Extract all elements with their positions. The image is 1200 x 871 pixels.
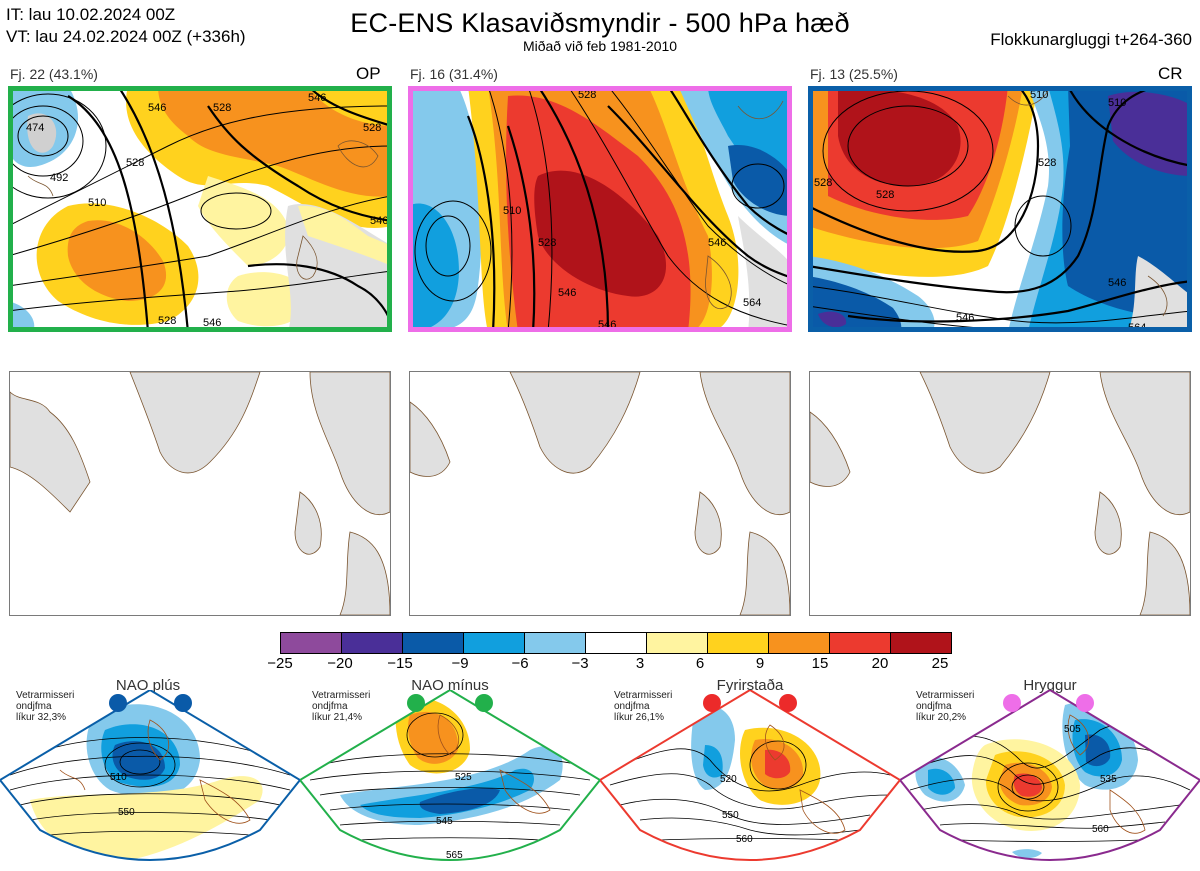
regime-dot	[1003, 694, 1021, 712]
colorbar-tick: −20	[327, 655, 353, 672]
contour-label: 546	[708, 237, 726, 249]
contour-label: 550	[118, 807, 135, 818]
colorbar-swatch	[403, 633, 464, 653]
contour-label: 510	[110, 772, 127, 783]
regime-3-name: Fyrirstaða	[716, 677, 784, 694]
contour-label: 560	[1092, 824, 1109, 835]
cluster-map-1: 474 492 510 528 528 546 546 546 528 528 …	[8, 86, 392, 332]
colorbar-ticks: −25 −20 −15 −9 −6 −3 3 6 9 15 20 25	[0, 655, 1200, 677]
colorbar-swatch	[525, 633, 586, 653]
regime-dot	[109, 694, 127, 712]
contour-label: 550	[722, 810, 739, 821]
contour-label: 560	[736, 834, 753, 845]
contour-label: 545	[436, 816, 453, 827]
contour-label: 528	[876, 189, 894, 201]
regime-4-name: Hryggur	[1023, 677, 1077, 694]
contour-label: 528	[363, 122, 381, 134]
contour-label: 528	[578, 89, 596, 101]
contour-label: 546	[148, 102, 166, 114]
regime-4-info: Vetrarmisseri ondjfma líkur 20,2%	[916, 690, 975, 723]
regime-1-name: NAO plús	[115, 677, 181, 694]
contour-label: 564	[743, 297, 761, 309]
contour-label: 528	[538, 237, 556, 249]
contour-label: 510	[503, 205, 521, 217]
contour-label: 510	[1108, 97, 1126, 109]
contour-label: 520	[720, 774, 737, 785]
panel-1-label: Fj. 22 (43.1%)	[10, 66, 98, 82]
regime-map-ridge: 505 535 560	[900, 690, 1200, 871]
colorbar-tick: 25	[931, 655, 949, 672]
colorbar-tick: 3	[635, 655, 645, 672]
cluster-map-3: 510 528 510 528 528 546 546 564	[808, 86, 1192, 332]
colorbar-tick: −9	[451, 655, 469, 672]
colorbar-tick: −3	[571, 655, 589, 672]
contour-label: 474	[26, 122, 44, 134]
colorbar-swatch	[342, 633, 403, 653]
classification-window: Flokkunargluggi t+264-360	[990, 30, 1192, 49]
regime-dot	[407, 694, 425, 712]
contour-label: 492	[50, 172, 68, 184]
colorbar-swatch	[586, 633, 647, 653]
colorbar-tick: 15	[811, 655, 829, 672]
contour-label: 528	[1038, 157, 1056, 169]
panel-2-label: Fj. 16 (31.4%)	[410, 66, 498, 82]
vt-line: VT: lau 24.02.2024 00Z (+336h)	[6, 27, 246, 46]
regime-2-name: NAO mínus	[411, 677, 489, 694]
contour-label: 546	[203, 317, 221, 329]
contour-label: 528	[213, 102, 231, 114]
colorbar	[280, 632, 952, 654]
colorbar-swatch	[830, 633, 891, 653]
colorbar-swatch	[769, 633, 830, 653]
contour-label: 546	[1108, 277, 1126, 289]
panel-1-tag: OP	[356, 64, 381, 83]
it-line: IT: lau 10.02.2024 00Z	[6, 5, 176, 24]
contour-label: 535	[1100, 774, 1117, 785]
colorbar-tick: −15	[387, 655, 413, 672]
panel-3-label: Fj. 13 (25.5%)	[810, 66, 898, 82]
colorbar-swatch	[281, 633, 342, 653]
regime-dot	[703, 694, 721, 712]
blank-map-3	[809, 371, 1191, 616]
colorbar-tick: −25	[267, 655, 293, 672]
panel-3-tag: CR	[1158, 64, 1183, 83]
regime-2-info: Vetrarmisseri ondjfma líkur 21,4%	[312, 690, 371, 723]
regime-dot	[174, 694, 192, 712]
page-title: EC-ENS Klasaviðsmyndir - 500 hPa hæð	[350, 8, 850, 38]
colorbar-swatch	[708, 633, 769, 653]
contour-label: 528	[814, 177, 832, 189]
colorbar-swatch	[647, 633, 708, 653]
regime-dot	[475, 694, 493, 712]
contour-label: 510	[88, 197, 106, 209]
colorbar-tick: 6	[695, 655, 705, 672]
contour-label: 546	[308, 92, 326, 104]
regime-3-info: Vetrarmisseri ondjfma líkur 26,1%	[614, 690, 673, 723]
page-subtitle: Miðað við feb 1981-2010	[522, 38, 678, 54]
contour-label: 510	[1030, 89, 1048, 101]
regime-dot	[779, 694, 797, 712]
regime-map-nao-minus: 525 545 565	[300, 690, 600, 871]
header-times: IT: lau 10.02.2024 00Z VT: lau 24.02.202…	[6, 4, 246, 48]
colorbar-swatch	[891, 633, 951, 653]
cluster-map-2: 528 510 528 546 546 564 546	[408, 86, 792, 332]
colorbar-tick: 9	[755, 655, 765, 672]
blank-map-2	[409, 371, 791, 616]
contour-label: 525	[455, 772, 472, 783]
regime-map-blocking: 520 550 560	[600, 690, 900, 871]
contour-label: 565	[446, 850, 463, 861]
colorbar-swatch	[464, 633, 525, 653]
colorbar-tick: −6	[511, 655, 529, 672]
contour-label: 528	[126, 157, 144, 169]
colorbar-tick: 20	[871, 655, 889, 672]
regime-1-info: Vetrarmisseri ondjfma líkur 32,3%	[16, 690, 75, 723]
contour-label: 546	[956, 312, 974, 324]
blank-map-1	[9, 371, 391, 616]
contour-label: 505	[1064, 724, 1081, 735]
regime-dot	[1076, 694, 1094, 712]
regime-map-nao-plus: 510 550	[0, 690, 300, 871]
contour-label: 528	[158, 315, 176, 327]
contour-label: 546	[370, 215, 388, 227]
contour-label: 546	[558, 287, 576, 299]
